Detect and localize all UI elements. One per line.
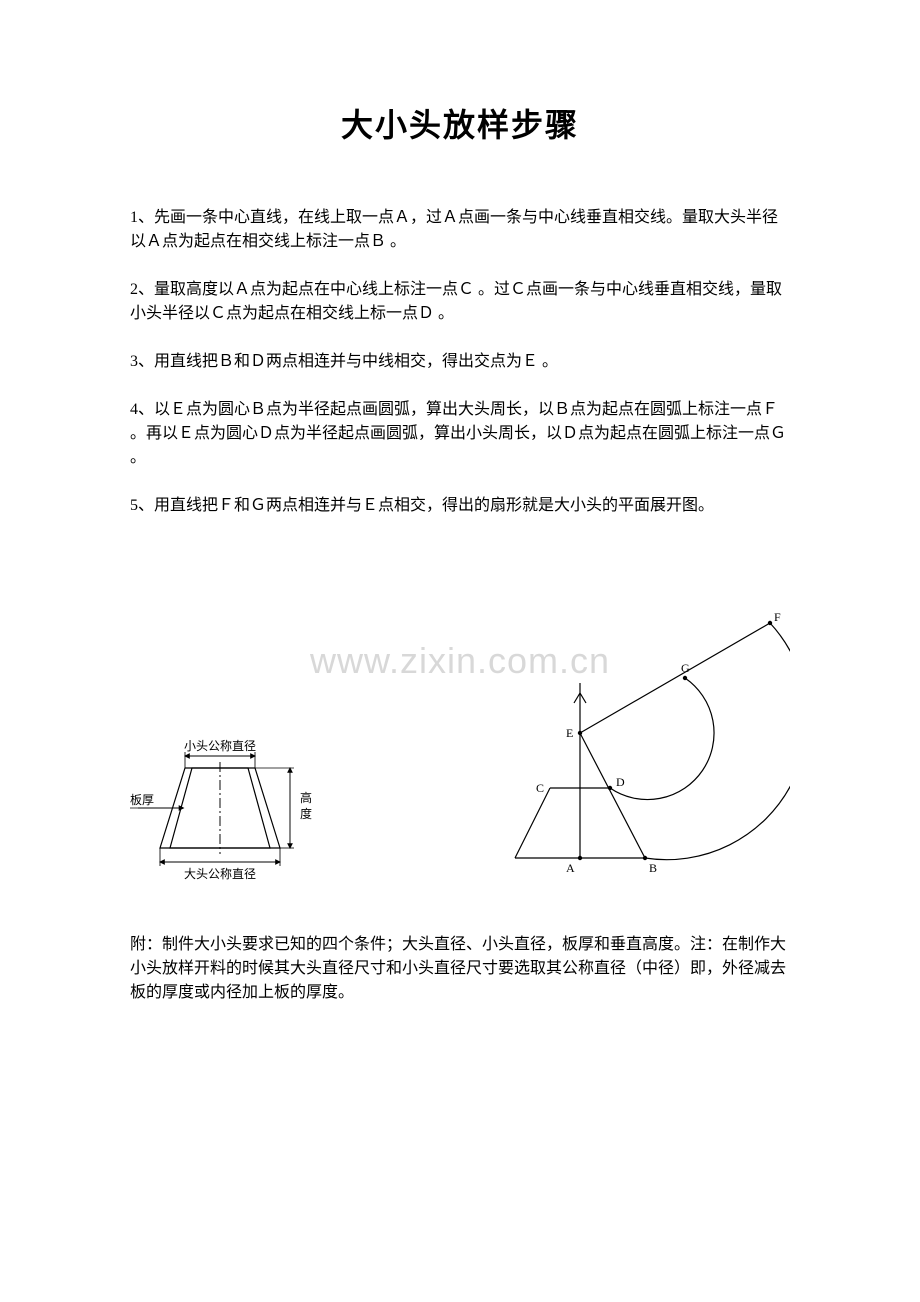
footer-note: 附：制件大小头要求已知的四个条件；大头直径、小头直径，板厚和垂直高度。注：在制作… [130,933,790,1005]
svg-text:C: C [536,781,544,795]
svg-text:F: F [774,610,781,624]
paragraph-2: 2、量取高度以Ａ点为起点在中心线上标注一点Ｃ 。过Ｃ点画一条与中心线垂直相交线，… [130,278,790,326]
diagrams-container: 小头公称直径大头公称直径 高度 板厚 A B C D E F G [130,588,790,893]
paragraph-5: 5、用直线把Ｆ和Ｇ两点相连并与Ｅ点相交，得出的扇形就是大小头的平面展开图。 [130,494,790,518]
svg-text:高: 高 [300,790,312,805]
svg-text:板厚: 板厚 [130,793,154,807]
svg-text:D: D [616,775,625,789]
paragraph-4: 4、以Ｅ点为圆心Ｂ点为半径起点画圆弧，算出大头周长，以Ｂ点为起点在圆弧上标注一点… [130,398,790,470]
svg-text:大头公称直径: 大头公称直径 [184,867,256,881]
development-diagram: A B C D E F G [470,588,790,893]
paragraph-3: 3、用直线把Ｂ和Ｄ两点相连并与中线相交，得出交点为Ｅ 。 [130,350,790,374]
page-title: 大小头放样步骤 [130,100,790,146]
svg-text:度: 度 [300,806,312,821]
svg-text:G: G [681,661,690,675]
svg-text:A: A [566,861,575,875]
trapezoid-diagram: 小头公称直径大头公称直径 高度 板厚 [130,718,330,893]
svg-text:E: E [566,726,573,740]
svg-text:B: B [649,861,657,875]
paragraph-1: 1、先画一条中心直线，在线上取一点Ａ，过Ａ点画一条与中心线垂直相交线。量取大头半… [130,206,790,254]
svg-text:小头公称直径: 小头公称直径 [184,739,256,753]
